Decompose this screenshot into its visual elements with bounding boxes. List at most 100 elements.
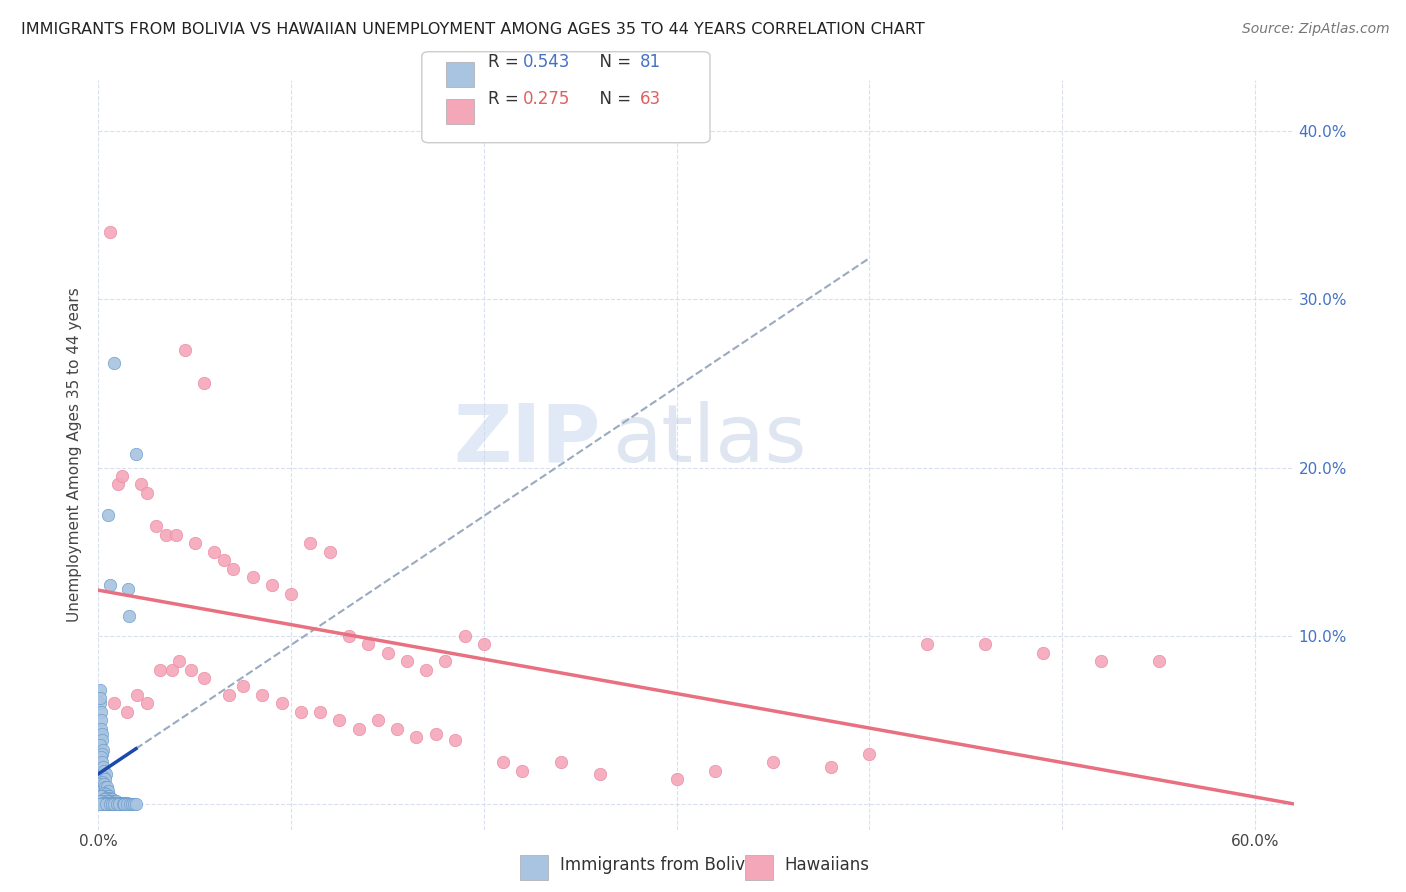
Point xyxy=(184,536,207,550)
Text: 0.275: 0.275 xyxy=(523,90,571,108)
Point xyxy=(93,777,115,791)
Text: IMMIGRANTS FROM BOLIVIA VS HAWAIIAN UNEMPLOYMENT AMONG AGES 35 TO 44 YEARS CORRE: IMMIGRANTS FROM BOLIVIA VS HAWAIIAN UNEM… xyxy=(21,22,925,37)
Point xyxy=(299,536,322,550)
Point xyxy=(90,733,112,747)
Point xyxy=(91,743,114,757)
Point xyxy=(121,797,143,812)
Point xyxy=(444,733,467,747)
Point xyxy=(762,755,785,769)
Point xyxy=(917,637,939,651)
Point xyxy=(357,637,380,651)
Point xyxy=(202,545,225,559)
Point xyxy=(347,722,370,736)
Point xyxy=(89,682,111,697)
Point xyxy=(96,780,118,795)
Point xyxy=(104,794,127,808)
Point xyxy=(395,654,418,668)
Point xyxy=(90,794,112,808)
Point xyxy=(665,772,688,786)
Point xyxy=(145,519,167,533)
Point xyxy=(94,787,117,801)
Text: N =: N = xyxy=(589,90,637,108)
Point xyxy=(91,760,114,774)
Point xyxy=(193,671,215,685)
Text: 63: 63 xyxy=(640,90,661,108)
Point xyxy=(367,713,389,727)
Point xyxy=(91,775,114,789)
Point xyxy=(94,767,117,781)
Point xyxy=(101,796,124,810)
Point xyxy=(103,797,125,812)
Point xyxy=(91,755,114,769)
Point xyxy=(93,797,115,812)
Point xyxy=(280,587,302,601)
Point xyxy=(242,570,264,584)
Point xyxy=(91,789,114,803)
Point xyxy=(114,797,136,812)
Point xyxy=(90,789,112,803)
Point xyxy=(704,764,727,778)
Point xyxy=(94,797,117,812)
Point xyxy=(93,764,115,778)
Point xyxy=(97,784,120,798)
Text: 0.543: 0.543 xyxy=(523,53,571,70)
Point xyxy=(193,376,215,391)
Point xyxy=(89,696,111,710)
Point xyxy=(98,796,121,810)
Point xyxy=(108,797,131,812)
Point xyxy=(94,772,117,786)
Point xyxy=(135,485,157,500)
Point xyxy=(1147,654,1170,668)
Point xyxy=(111,797,134,812)
Text: R =: R = xyxy=(488,53,524,70)
Point xyxy=(290,705,312,719)
Point xyxy=(115,797,138,812)
Point xyxy=(96,789,118,803)
Point xyxy=(337,629,360,643)
Text: Hawaiians: Hawaiians xyxy=(785,856,869,874)
Point xyxy=(94,796,117,810)
Point xyxy=(89,739,111,753)
Text: atlas: atlas xyxy=(613,401,807,479)
Point xyxy=(122,797,145,812)
Point xyxy=(98,790,121,805)
Text: R =: R = xyxy=(488,90,524,108)
Point xyxy=(820,760,842,774)
Point xyxy=(89,730,111,744)
Y-axis label: Unemployment Among Ages 35 to 44 years: Unemployment Among Ages 35 to 44 years xyxy=(67,287,83,623)
Point xyxy=(1032,646,1054,660)
Point xyxy=(218,688,240,702)
Point xyxy=(98,225,121,239)
Point xyxy=(112,796,135,810)
Point xyxy=(149,663,172,677)
Point xyxy=(405,730,427,744)
Point xyxy=(90,747,112,761)
Point xyxy=(89,777,111,791)
Point xyxy=(434,654,457,668)
Point xyxy=(169,654,191,668)
Point xyxy=(100,794,122,808)
Point xyxy=(90,722,112,736)
Point xyxy=(97,792,120,806)
Point xyxy=(98,797,121,812)
Point xyxy=(89,794,111,808)
Point xyxy=(98,794,121,808)
Point xyxy=(135,696,157,710)
Point xyxy=(319,545,342,559)
Point xyxy=(155,528,177,542)
Point xyxy=(180,663,202,677)
Point xyxy=(309,705,332,719)
Text: 81: 81 xyxy=(640,53,661,70)
Point xyxy=(90,797,112,812)
Point xyxy=(260,578,283,592)
Point xyxy=(125,688,148,702)
Point xyxy=(103,696,125,710)
Point xyxy=(89,797,111,812)
Point xyxy=(94,780,117,795)
Point xyxy=(377,646,399,660)
Point xyxy=(103,356,125,370)
Point xyxy=(101,797,124,812)
Text: Immigrants from Bolivia: Immigrants from Bolivia xyxy=(560,856,759,874)
Text: ZIP: ZIP xyxy=(453,401,600,479)
Point xyxy=(117,796,139,810)
